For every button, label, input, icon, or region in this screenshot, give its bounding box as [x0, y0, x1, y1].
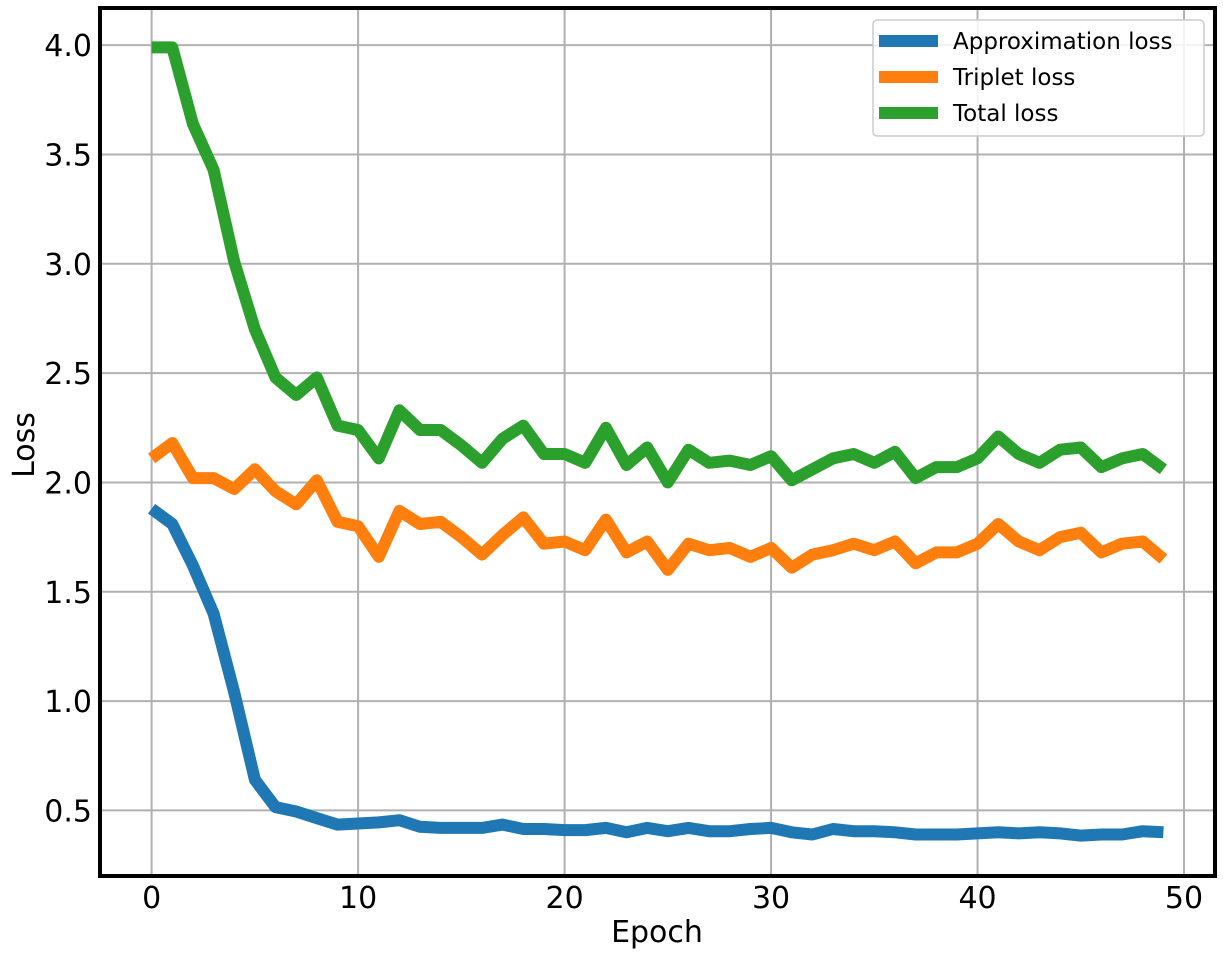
y-tick-label: 3.5	[44, 138, 92, 173]
plot-frame	[98, 6, 1217, 878]
y-tick-label: 3.0	[44, 248, 92, 283]
y-tick-label: 1.0	[44, 685, 92, 720]
x-tick-label: 30	[752, 881, 790, 916]
series-line-total-loss	[151, 41, 1167, 489]
x-tick-label: 50	[1165, 881, 1203, 916]
legend-label-total-loss: Total loss	[952, 101, 1058, 127]
legend-label-triplet-loss: Triplet loss	[952, 65, 1075, 91]
x-tick-label: 10	[339, 881, 377, 916]
series-line-approximation-loss	[148, 503, 1164, 842]
legend-box	[872, 19, 1205, 137]
y-axis-title: Loss	[7, 412, 42, 478]
y-axis-ticks: 0.5 1.0 1.5 2.0 2.5 3.0 3.5 4.0	[44, 29, 92, 829]
y-tick-label: 1.5	[44, 576, 92, 611]
x-axis-ticks: 0 10 20 30 40 50	[142, 881, 1203, 916]
series-line-triplet-loss	[148, 437, 1168, 576]
y-tick-label: 2.5	[44, 357, 92, 392]
x-tick-label: 20	[545, 881, 583, 916]
y-tick-label: 4.0	[44, 29, 92, 64]
legend: Approximation loss Triplet loss Total loss	[872, 19, 1205, 137]
series-lines	[148, 41, 1168, 842]
x-axis-title: Epoch	[611, 915, 703, 950]
legend-label-approximation-loss: Approximation loss	[953, 29, 1173, 55]
grid	[100, 8, 1215, 876]
y-tick-label: 2.0	[44, 466, 92, 501]
x-tick-label: 0	[142, 881, 161, 916]
y-tick-label: 0.5	[44, 794, 92, 829]
x-tick-label: 40	[958, 881, 996, 916]
